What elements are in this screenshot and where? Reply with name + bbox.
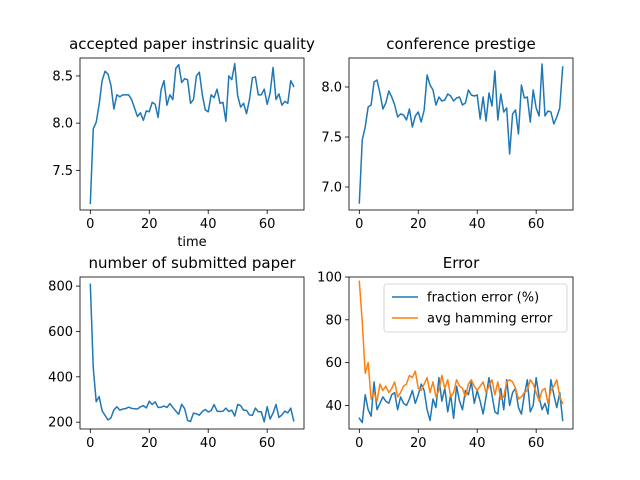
series-line-1: [89, 283, 295, 423]
x-tick-label: 0: [355, 436, 363, 451]
legend-label: fraction error (%): [427, 291, 539, 306]
x-tick-label: 40: [469, 217, 486, 232]
series-line-1: [89, 62, 295, 205]
axes-frame: [79, 57, 305, 211]
axes-frame: [348, 276, 574, 430]
legend: fraction error (%) avg hamming error: [383, 283, 568, 333]
y-tick-label: 7.5: [52, 164, 73, 179]
x-axis-label: time: [177, 235, 206, 250]
x-tick-label: 0: [86, 217, 94, 232]
x-tick-label: 20: [141, 436, 158, 451]
y-tick-label: 7.5: [321, 131, 342, 146]
y-tick-label: 8.0: [321, 81, 342, 96]
y-tick-label: 8.5: [52, 69, 73, 84]
x-tick-label: 40: [469, 436, 486, 451]
subplot-title: accepted paper instrinsic quality: [69, 35, 315, 53]
series-line-1: [358, 376, 564, 424]
series-line-2: [358, 280, 564, 405]
y-tick-label: 8.0: [52, 117, 73, 132]
y-tick-label: 600: [48, 325, 73, 340]
y-tick-label: 800: [48, 280, 73, 295]
y-tick-label: 100: [317, 271, 342, 286]
subplot-4: Error 0 20 40 60 40 60 80 100 fraction error (%) a…: [317, 254, 574, 451]
subplot-title: conference prestige: [386, 35, 535, 53]
y-tick-label: 60: [325, 356, 342, 371]
x-tick-label: 0: [86, 436, 94, 451]
x-tick-label: 60: [259, 217, 276, 232]
x-tick-label: 20: [141, 217, 158, 232]
series-line-1: [358, 63, 564, 204]
subplot-2: conference prestige 0 20 40 60 7.0 7.5 8.0: [321, 35, 574, 232]
legend-label: avg hamming error: [427, 312, 553, 327]
subplot-title: number of submitted paper: [88, 254, 296, 272]
subplot-title: Error: [443, 254, 480, 272]
y-tick-label: 7.0: [321, 181, 342, 196]
axes-frame: [79, 276, 305, 430]
x-tick-label: 0: [355, 217, 363, 232]
x-tick-label: 60: [528, 217, 545, 232]
y-tick-label: 40: [325, 399, 342, 414]
x-tick-label: 20: [410, 217, 427, 232]
x-tick-label: 60: [528, 436, 545, 451]
y-tick-label: 200: [48, 416, 73, 431]
subplot-1: accepted paper instrinsic quality 0 20 40 60…: [52, 35, 315, 250]
x-tick-label: 40: [200, 217, 217, 232]
subplot-3: number of submitted paper 0 20 40 60 200 400 60…: [48, 254, 305, 451]
x-tick-label: 20: [410, 436, 427, 451]
axes-frame: [348, 57, 574, 211]
y-tick-label: 400: [48, 370, 73, 385]
legend-box: [383, 283, 568, 333]
x-tick-label: 40: [200, 436, 217, 451]
x-tick-label: 60: [259, 436, 276, 451]
y-tick-label: 80: [325, 313, 342, 328]
